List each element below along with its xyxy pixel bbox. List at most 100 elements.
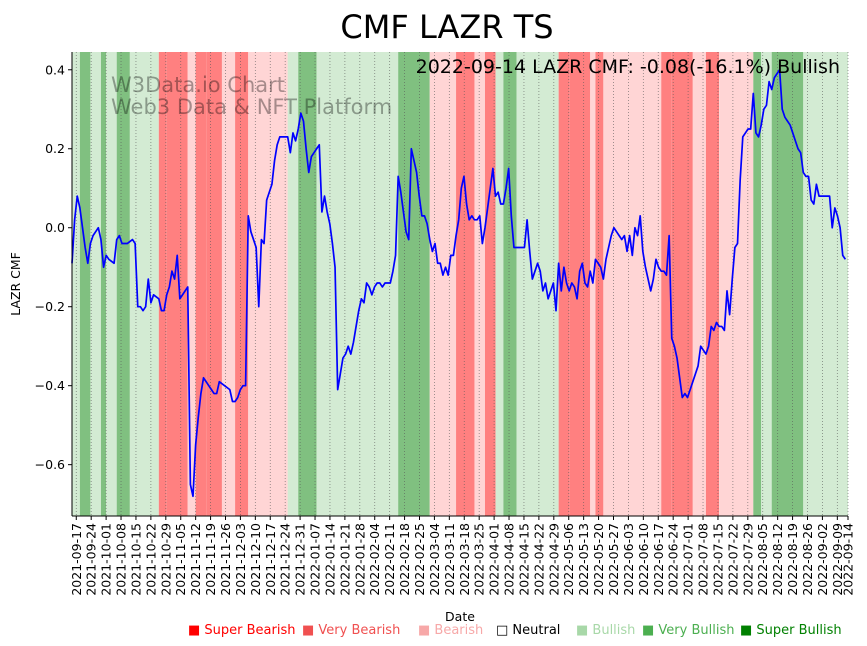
- legend-item-very-bullish: ■ Very Bullish: [642, 623, 734, 638]
- x-tick-label-28: 2022-04-01: [487, 523, 502, 596]
- y-tick-label-0: −0.6: [35, 457, 65, 472]
- x-tick-label-5: 2021-10-22: [143, 523, 158, 596]
- legend-item-bearish: ■ Bearish: [418, 623, 483, 638]
- band-bearish-13: [221, 52, 236, 516]
- x-tick-label-37: 2022-06-03: [621, 523, 636, 596]
- band-bullish-2: [90, 52, 101, 516]
- x-tick-label-3: 2021-10-08: [114, 523, 129, 596]
- x-tick-label-4: 2021-10-15: [128, 523, 143, 596]
- x-tick-label-15: 2021-12-31: [293, 523, 308, 596]
- x-tick-label-43: 2022-07-15: [710, 523, 725, 596]
- x-tick-label-12: 2021-12-10: [248, 523, 263, 596]
- band-bullish-18: [316, 52, 399, 516]
- watermark-line-1: W3Data.io Chart: [111, 73, 285, 97]
- x-tick-label-34: 2022-05-13: [576, 523, 591, 596]
- x-tick-label-8: 2021-11-12: [188, 523, 203, 596]
- band-bearish-22: [474, 52, 485, 516]
- latest-value-annotation: 2022-09-14 LAZR CMF: -0.08(-16.1%) Bulli…: [416, 56, 840, 78]
- x-tick-label-16: 2022-01-07: [308, 523, 323, 596]
- axes-spines: [71, 52, 848, 517]
- band-bearish-35: [692, 52, 706, 516]
- x-tick-label-18: 2022-01-21: [337, 523, 352, 596]
- band-very_bullish-38: [753, 52, 762, 516]
- x-tick-label-22: 2022-02-18: [397, 523, 412, 596]
- x-tick-label-35: 2022-05-20: [591, 523, 606, 596]
- band-very_bearish-31: [595, 52, 604, 516]
- x-tick-label-6: 2021-10-29: [158, 523, 173, 596]
- y-axis-label: LAZR CMF: [8, 252, 23, 316]
- x-tick-label-45: 2022-07-29: [740, 523, 755, 596]
- x-tick-label-13: 2021-12-17: [263, 523, 278, 596]
- x-tick-label-32: 2022-04-29: [546, 523, 561, 596]
- x-tick-label-49: 2022-08-26: [800, 523, 815, 596]
- x-tick-label-7: 2021-11-05: [173, 523, 188, 596]
- x-tick-label-10: 2021-11-26: [218, 523, 233, 596]
- x-tick-label-40: 2022-06-24: [666, 523, 681, 596]
- band-very_bearish-29: [569, 52, 591, 516]
- x-tick-label-17: 2022-01-14: [322, 523, 337, 596]
- legend: ■ Super Bearish ■ Very Bearish ■ Bearish □ …: [188, 623, 842, 638]
- x-tick-label-42: 2022-07-08: [696, 523, 711, 596]
- x-tick-label-0: 2021-09-17: [69, 523, 84, 596]
- legend-item-neutral: □ Neutral: [496, 623, 560, 638]
- y-tick-label-4: 0.2: [45, 141, 65, 156]
- x-tick-label-24: 2022-03-04: [427, 523, 442, 596]
- band-very_bullish-3: [100, 52, 107, 516]
- band-bullish-24: [495, 52, 504, 516]
- x-tick-label-52: 2022-09-14: [841, 523, 856, 596]
- x-tick-label-11: 2021-12-03: [233, 523, 248, 596]
- band-very_bearish-23: [484, 52, 496, 516]
- band-very_bearish-36: [705, 52, 720, 516]
- band-very_bearish-7: [158, 52, 167, 516]
- x-tick-label-19: 2022-01-28: [352, 523, 367, 596]
- band-bullish-26: [516, 52, 525, 516]
- band-bullish-4: [106, 52, 117, 516]
- x-tick-label-25: 2022-03-11: [442, 523, 457, 596]
- x-tick-label-41: 2022-07-01: [681, 523, 696, 596]
- x-tick-label-2: 2021-10-01: [99, 523, 114, 596]
- x-tick-label-33: 2022-05-06: [561, 523, 576, 596]
- x-tick-label-31: 2022-04-22: [531, 523, 546, 596]
- series-line-lazr-cmf: [71, 68, 847, 498]
- x-tick-label-47: 2022-08-12: [770, 523, 785, 596]
- x-tick-label-44: 2022-07-22: [725, 523, 740, 596]
- x-tick-label-21: 2022-02-11: [382, 523, 397, 596]
- band-very_bullish-40: [771, 52, 804, 516]
- x-tick-label-20: 2022-02-04: [367, 523, 382, 596]
- x-axis-label: Date: [445, 609, 475, 624]
- x-tick-label-26: 2022-03-18: [457, 523, 472, 596]
- legend-item-very-bearish: ■ Very Bearish: [302, 623, 400, 638]
- band-bullish-39: [761, 52, 772, 516]
- x-tick-label-29: 2022-04-08: [502, 523, 517, 596]
- legend-item-super-bearish: ■ Super Bearish: [188, 623, 296, 638]
- x-tick-label-23: 2022-02-25: [412, 523, 427, 596]
- band-very_bearish-8: [166, 52, 188, 516]
- legend-item-bullish: ■ Bullish: [576, 623, 635, 638]
- band-very_bullish-19: [398, 52, 430, 516]
- band-very_bullish-25: [503, 52, 517, 516]
- band-bullish-41: [803, 52, 848, 516]
- y-tick-label-3: 0.0: [45, 220, 65, 235]
- x-tick-label-50: 2022-09-02: [815, 523, 830, 596]
- x-axis-ticks: 2021-09-17 2021-09-24 2021-10-01 2021-10-08…: [69, 516, 856, 596]
- band-very_bearish-34: [671, 52, 693, 516]
- chart-title: CMF LAZR TS: [340, 8, 553, 46]
- band-very_bullish-17: [298, 52, 317, 516]
- band-bearish-30: [590, 52, 596, 516]
- band-bearish-15: [248, 52, 288, 516]
- band-very_bearish-11: [195, 52, 207, 516]
- x-tick-label-9: 2021-11-19: [203, 523, 218, 596]
- x-gridlines: [75, 52, 849, 516]
- x-tick-label-14: 2021-12-24: [278, 523, 293, 596]
- band-very_bearish-28: [558, 52, 570, 516]
- band-bearish-10: [187, 52, 196, 516]
- x-tick-label-1: 2021-09-24: [84, 523, 99, 596]
- band-very_bearish-12: [206, 52, 222, 516]
- watermark-line-2: Web3 Data & NFT Platform: [111, 95, 392, 119]
- x-tick-label-48: 2022-08-19: [785, 523, 800, 596]
- band-very_bearish-21: [456, 52, 475, 516]
- y-axis-ticks: −0.6 −0.4 −0.2 0.0 0.2 0.4: [35, 62, 72, 472]
- band-bullish-16: [287, 52, 299, 516]
- plot-area: [71, 52, 849, 516]
